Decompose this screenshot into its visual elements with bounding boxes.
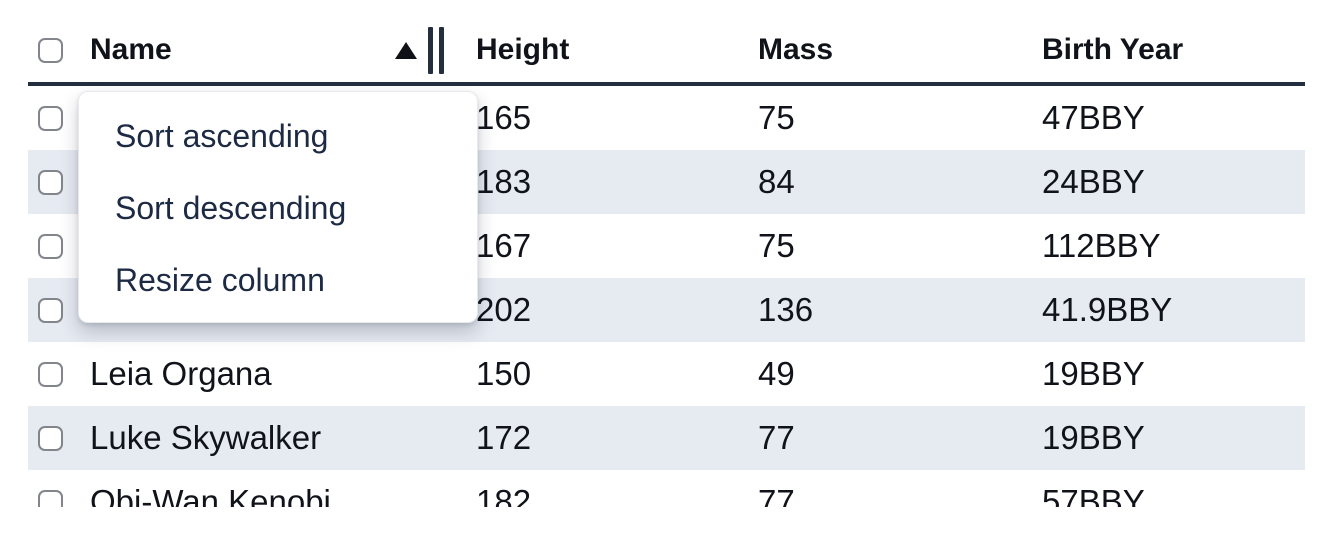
cell-name: Luke Skywalker: [90, 419, 322, 456]
cell-name: Obi-Wan Kenobi: [90, 483, 331, 507]
cell-height: 172: [476, 419, 532, 456]
row-checkbox[interactable]: [38, 233, 63, 259]
cell-birth-year: 19BBY: [1042, 355, 1145, 392]
cell-birth-year: 112BBY: [1042, 227, 1161, 264]
cell-name: Leia Organa: [90, 355, 272, 392]
column-header-height[interactable]: Height: [466, 33, 748, 67]
cell-birth-year: 57BBY: [1042, 483, 1145, 507]
sort-ascending-icon: [395, 41, 417, 59]
cell-height: 165: [476, 99, 532, 136]
cell-mass: 49: [758, 355, 795, 392]
row-checkbox[interactable]: [38, 489, 63, 507]
column-header-height-label: Height: [476, 33, 570, 66]
cell-mass: 84: [758, 163, 795, 200]
cell-birth-year: 47BBY: [1042, 99, 1145, 136]
cell-mass: 75: [758, 99, 795, 136]
cell-height: 150: [476, 355, 532, 392]
column-menu-popover: Sort ascending Sort descending Resize co…: [78, 91, 478, 323]
table-row[interactable]: Luke Skywalker 172 77 19BBY: [28, 406, 1305, 470]
row-checkbox[interactable]: [38, 361, 63, 387]
cell-mass: 136: [758, 291, 814, 328]
cell-height: 202: [476, 291, 532, 328]
cell-height: 183: [476, 163, 532, 200]
select-all-checkbox[interactable]: [38, 37, 63, 63]
cell-height: 167: [476, 227, 532, 264]
row-checkbox[interactable]: [38, 425, 63, 451]
row-checkbox[interactable]: [38, 105, 63, 131]
table-row[interactable]: Obi-Wan Kenobi 182 77 57BBY: [28, 470, 1305, 507]
cell-height: 182: [476, 483, 532, 507]
column-header-mass[interactable]: Mass: [748, 33, 1032, 67]
column-resize-handle-icon[interactable]: [428, 26, 444, 74]
column-header-mass-label: Mass: [758, 33, 834, 66]
cell-birth-year: 41.9BBY: [1042, 291, 1173, 328]
menu-item-sort-ascending[interactable]: Sort ascending: [115, 117, 329, 154]
cell-mass: 77: [758, 483, 795, 507]
cell-birth-year: 19BBY: [1042, 419, 1145, 456]
column-header-birth-year-label: Birth Year: [1042, 33, 1184, 66]
table-header-row: Name Height Mass Birth Year: [28, 0, 1305, 86]
column-header-name-label: Name: [90, 33, 172, 66]
cell-mass: 75: [758, 227, 795, 264]
cell-birth-year: 24BBY: [1042, 163, 1145, 200]
column-header-name[interactable]: Name: [80, 26, 466, 74]
row-checkbox[interactable]: [38, 169, 63, 195]
menu-item-resize-column[interactable]: Resize column: [115, 261, 325, 298]
menu-item-sort-descending[interactable]: Sort descending: [115, 189, 347, 226]
row-checkbox[interactable]: [38, 297, 63, 323]
select-all-cell: [28, 37, 80, 63]
column-header-birth-year[interactable]: Birth Year: [1032, 33, 1305, 67]
table-row[interactable]: Leia Organa 150 49 19BBY: [28, 342, 1305, 406]
cell-mass: 77: [758, 419, 795, 456]
